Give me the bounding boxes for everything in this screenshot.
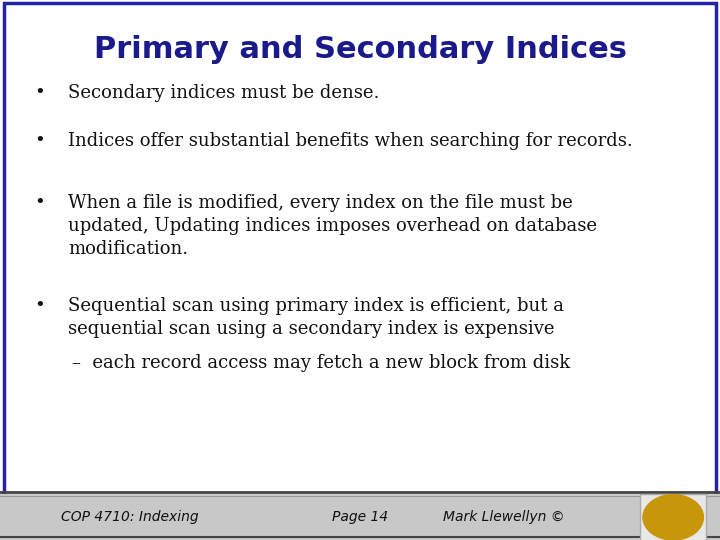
Text: •: •: [35, 297, 45, 315]
Text: Sequential scan using primary index is efficient, but a
sequential scan using a : Sequential scan using primary index is e…: [68, 297, 564, 338]
Bar: [0, 494, 720, 540]
Text: –  each record access may fetch a new block from disk: – each record access may fetch a new blo…: [72, 354, 570, 372]
Text: •: •: [35, 194, 45, 212]
Text: Page 14: Page 14: [332, 510, 388, 524]
Text: •: •: [35, 84, 45, 102]
Text: COP 4710: Indexing: COP 4710: Indexing: [60, 510, 199, 524]
Text: 🐦: 🐦: [667, 507, 680, 528]
Text: Secondary indices must be dense.: Secondary indices must be dense.: [68, 84, 379, 102]
Bar: [640, 494, 706, 540]
Text: Indices offer substantial benefits when searching for records.: Indices offer substantial benefits when …: [68, 132, 633, 150]
Text: Mark Llewellyn ©: Mark Llewellyn ©: [444, 510, 564, 524]
Circle shape: [643, 495, 703, 540]
Text: When a file is modified, every index on the file must be
updated, Updating indic: When a file is modified, every index on …: [68, 194, 598, 258]
Text: •: •: [35, 132, 45, 150]
Text: Primary and Secondary Indices: Primary and Secondary Indices: [94, 35, 626, 64]
